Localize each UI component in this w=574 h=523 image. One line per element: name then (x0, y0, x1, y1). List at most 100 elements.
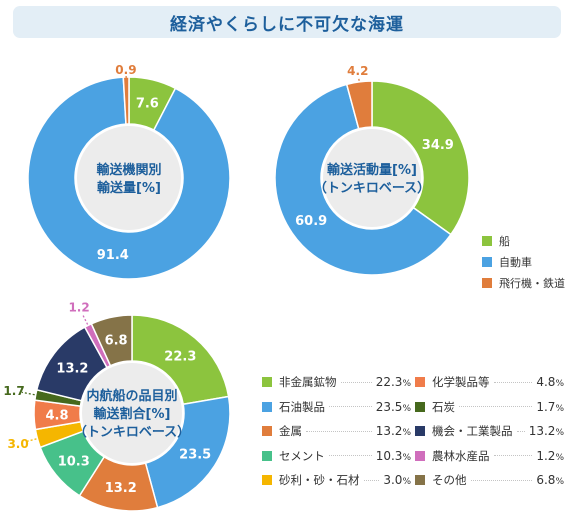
cargo-legend-number: 4.8 (536, 375, 556, 390)
slice-value-1-3: 0.9 (115, 63, 136, 77)
cargo-legend-label: 石油製品 (279, 399, 325, 414)
cargo-legend-number: 10.3 (375, 448, 403, 463)
cargo-legend-row: 非金属鉱物 22.3% 化学製品等 4.8% (262, 370, 568, 395)
legend-item-2: 自動車 (482, 251, 565, 272)
cargo-legend-label: 石炭 (432, 399, 455, 414)
donut-title-3-line-3: （トンキロベース） (74, 424, 190, 440)
percent-sign: % (555, 477, 564, 488)
legend-swatch (262, 450, 272, 461)
cargo-legend-item: 農林水産品 1.2% (415, 448, 564, 464)
donut-chart-2: 34.9 60.9 4.2 輸送活動量[%] （トンキロベース） (274, 64, 470, 276)
legend-item-1: 船 (482, 230, 565, 251)
cargo-legend-row: 砂利・砂・石材 3.0% その他 6.8% (262, 468, 568, 493)
slice-value-3-3: 13.2 (105, 481, 137, 496)
donut-chart-3: 22.3 23.5 13.2 10.3 3.0 4.8 1.7 13.2 1.2 6.8 内航船の品… (3, 301, 231, 512)
legend-swatch (415, 401, 425, 412)
percent-sign: % (555, 428, 564, 439)
label-leader-3-5 (25, 438, 37, 443)
legend-label: 飛行機・鉄道 (499, 276, 565, 290)
slice-value-3-4: 10.3 (58, 454, 90, 469)
slice-1-3 (122, 76, 130, 125)
cargo-legend-label: 機会・工業製品 (432, 424, 513, 439)
donut-title-2-line-1: 輸送活動量[%] (327, 162, 417, 178)
leader-dots (470, 479, 533, 481)
cargo-legend-label: その他 (432, 473, 467, 488)
cargo-legend-label: 非金属鉱物 (279, 375, 337, 390)
cargo-legend-row: 金属 13.2% 機会・工業製品 13.2% (262, 419, 568, 444)
slice-3-2 (144, 395, 231, 509)
slice-2-3 (345, 80, 373, 130)
slice-value-3-5: 3.0 (7, 437, 28, 451)
legend-label: 船 (499, 234, 510, 248)
donut-title-1-line-1: 輸送機関別 (96, 162, 161, 178)
slice-value-3-1: 22.3 (164, 350, 196, 365)
slice-1-2 (27, 76, 231, 280)
cargo-legend-value: 1.2% (536, 449, 564, 463)
legend-item-3: 飛行機・鉄道 (482, 272, 565, 293)
donut-title-3-line-2: 輸送割合[%] (94, 406, 171, 422)
cargo-legend-value: 23.5% (376, 400, 411, 414)
legend-label: 自動車 (499, 255, 532, 269)
legend-swatch (262, 401, 272, 412)
cargo-legend-number: 6.8 (536, 473, 556, 488)
slice-value-3-2: 23.5 (179, 447, 211, 462)
cargo-legend-item: 非金属鉱物 22.3% (262, 374, 411, 390)
slice-value-3-9: 1.2 (68, 301, 89, 315)
donut-center-2 (323, 129, 421, 227)
donut-center-3 (82, 363, 182, 463)
cargo-legend-item: 砂利・砂・石材 3.0% (262, 472, 411, 488)
legend-swatch (262, 475, 272, 486)
leader-dots (493, 455, 533, 457)
legend-swatch (482, 277, 492, 288)
cargo-legend-value: 1.7% (536, 400, 564, 414)
cargo-legend-row: 石油製品 23.5% 石炭 1.7% (262, 395, 568, 420)
slice-2-2 (274, 83, 452, 276)
leader-dots (340, 381, 372, 383)
percent-sign: % (402, 428, 411, 439)
cargo-legend-label: 化学製品等 (432, 375, 490, 390)
slice-value-3-6: 4.8 (45, 408, 68, 423)
slice-value-2-2: 60.9 (295, 214, 327, 229)
percent-sign: % (555, 403, 564, 414)
cargo-legend-value: 3.0% (383, 473, 411, 487)
cargo-legend-value: 10.3% (376, 449, 411, 463)
page-title: 経済やくらしに不可欠な海運 (170, 14, 404, 35)
slice-3-10 (90, 314, 133, 367)
percent-sign: % (402, 379, 411, 390)
cargo-legend-item: 石油製品 23.5% (262, 399, 411, 415)
leader-dots (328, 455, 372, 457)
slice-value-3-7: 1.7 (3, 384, 24, 398)
cargo-legend-item: 金属 13.2% (262, 423, 411, 439)
label-leader-3-9 (82, 314, 89, 325)
cargo-legend-value: 4.8% (536, 375, 564, 389)
slice-value-3-10: 6.8 (105, 334, 128, 349)
legend-swatch (482, 256, 492, 267)
cargo-legend: 非金属鉱物 22.3% 化学製品等 4.8% 石油製品 23.5% 石炭 1.7% 金属 13.2… (262, 370, 568, 493)
legend-swatch (482, 235, 492, 246)
cargo-legend-label: 農林水産品 (432, 448, 490, 463)
legend-swatch (415, 426, 425, 437)
percent-sign: % (402, 477, 411, 488)
leader-dots (306, 430, 372, 432)
cargo-legend-item: セメント 10.3% (262, 448, 411, 464)
legend-swatch (415, 450, 425, 461)
slice-value-3-8: 13.2 (56, 361, 88, 376)
page-title-bar: 経済やくらしに不可欠な海運 (13, 6, 561, 38)
cargo-legend-number: 22.3 (375, 375, 403, 390)
cargo-legend-label: 砂利・砂・石材 (279, 473, 360, 488)
cargo-legend-item: 機会・工業製品 13.2% (415, 423, 564, 439)
cargo-legend-item: 化学製品等 4.8% (415, 374, 564, 390)
legend-swatch (415, 475, 425, 486)
transport-legend: 船自動車飛行機・鉄道 (482, 230, 565, 293)
cargo-legend-item: その他 6.8% (415, 472, 564, 488)
cargo-legend-number: 23.5 (375, 399, 403, 414)
donut-title-2-line-2: （トンキロベース） (314, 180, 430, 196)
slice-value-1-1: 7.6 (136, 97, 159, 112)
cargo-legend-row: セメント 10.3% 農林水産品 1.2% (262, 444, 568, 469)
cargo-legend-label: 金属 (279, 424, 302, 439)
leader-dots (363, 479, 380, 481)
cargo-legend-value: 22.3% (376, 375, 411, 389)
cargo-legend-number: 13.2 (528, 424, 556, 439)
